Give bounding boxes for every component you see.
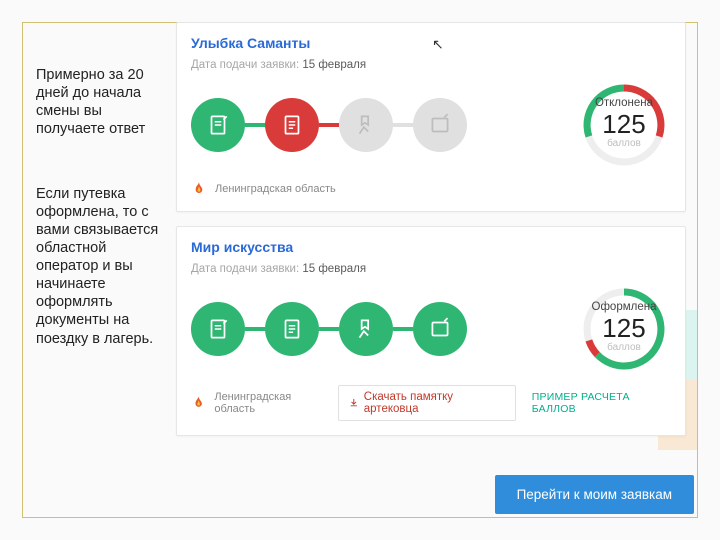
info-text-1: Примерно за 20 дней до начала смены вы п… — [36, 66, 162, 139]
step-3 — [339, 98, 393, 152]
card-title[interactable]: Мир искусства — [191, 239, 671, 255]
step-2 — [265, 302, 319, 356]
status-label: Отклонена — [577, 97, 671, 109]
region-label: Ленинградская область — [214, 391, 330, 415]
score-ring: Оформлена 125 баллов — [577, 285, 671, 373]
step-4 — [413, 302, 467, 356]
info-text-2: Если путевка оформлена, то с вами связыв… — [36, 185, 162, 348]
score-unit: баллов — [577, 138, 671, 149]
score-value: 125 — [577, 111, 671, 137]
progress-steps — [191, 302, 577, 356]
application-card-rejected: Улыбка Саманты Дата подачи заявки: 15 фе… — [176, 22, 686, 212]
card-date: Дата подачи заявки: 15 февраля — [191, 263, 671, 275]
score-ring: Отклонена 125 баллов — [577, 81, 671, 169]
score-value: 125 — [577, 315, 671, 341]
step-4 — [413, 98, 467, 152]
card-date: Дата подачи заявки: 15 февраля — [191, 59, 671, 71]
download-icon — [349, 398, 359, 408]
region-label: Ленинградская область — [215, 183, 336, 195]
cursor-icon: ↖ — [432, 36, 444, 53]
step-1 — [191, 98, 245, 152]
step-1 — [191, 302, 245, 356]
card-title[interactable]: Улыбка Саманты — [191, 35, 671, 51]
step-3 — [339, 302, 393, 356]
go-to-applications-button[interactable]: Перейти к моим заявкам — [495, 475, 694, 514]
flame-icon — [191, 181, 207, 197]
step-2 — [265, 98, 319, 152]
status-label: Оформлена — [577, 301, 671, 313]
flame-icon — [191, 395, 206, 411]
score-unit: баллов — [577, 342, 671, 353]
download-memo-link[interactable]: Скачать памятку артековца — [338, 385, 516, 421]
progress-steps — [191, 98, 577, 152]
calc-example-link[interactable]: ПРИМЕР РАСЧЕТА БАЛЛОВ — [532, 391, 671, 415]
application-card-approved: Мир искусства Дата подачи заявки: 15 фев… — [176, 226, 686, 436]
